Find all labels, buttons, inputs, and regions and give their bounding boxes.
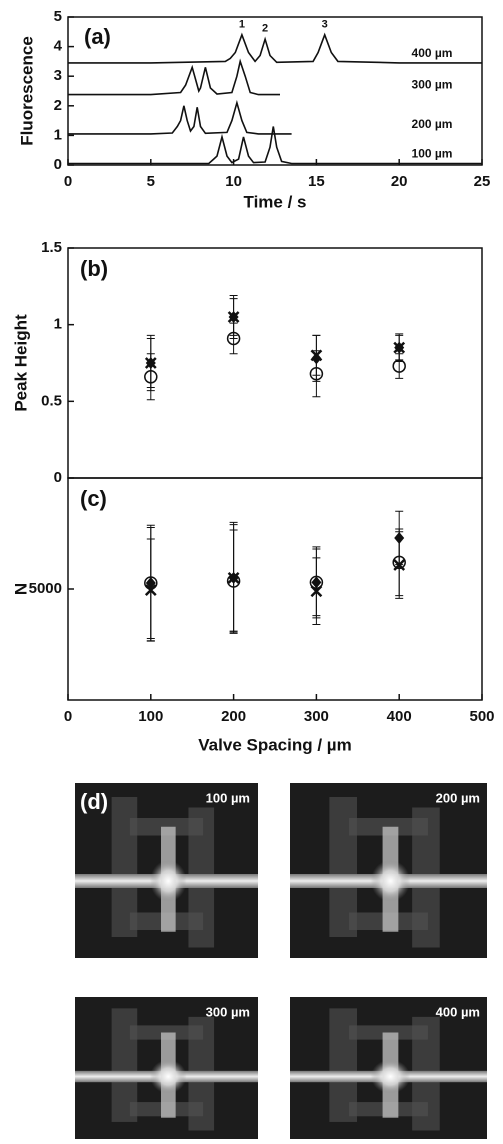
marker-circle <box>309 366 324 381</box>
x-tick-label: 400 <box>387 708 412 725</box>
y-axis-label: Peak Height <box>11 314 30 412</box>
series-label: 200 µm <box>412 117 453 131</box>
error-bar <box>312 350 321 398</box>
y-tick-label: 0 <box>54 156 62 173</box>
panel-label: (b) <box>80 256 108 281</box>
error-bar <box>395 528 404 597</box>
panel-label: (c) <box>80 486 107 511</box>
image-label: 400 µm <box>436 1004 480 1019</box>
image-panel: (d) 100 µm 200 µm 300 µm 400 µm <box>75 783 487 1139</box>
series-label: 100 µm <box>412 147 453 161</box>
marker-circle <box>392 555 406 570</box>
trace <box>68 32 482 64</box>
y-tick-label: 1 <box>54 126 62 143</box>
y-tick-label: 5000 <box>29 580 62 597</box>
error-bar <box>146 353 155 401</box>
marker-circle <box>309 575 324 590</box>
x-tick-label: 25 <box>474 173 491 190</box>
peak-label: 3 <box>322 18 328 30</box>
marker-circle <box>392 359 406 373</box>
trace <box>68 58 280 96</box>
image-label: 300 µm <box>206 1004 250 1019</box>
error-bar <box>229 322 238 355</box>
marker-circle <box>226 331 241 346</box>
y-tick-label: 1.5 <box>41 239 62 256</box>
marker-circle <box>144 576 158 590</box>
x-tick-label: 0 <box>64 708 72 725</box>
x-tick-label: 5 <box>147 173 155 190</box>
y-axis-label: N <box>11 583 30 595</box>
y-tick-label: 0 <box>54 469 62 486</box>
error-bar <box>395 353 404 379</box>
error-bar <box>146 524 155 642</box>
y-tick-label: 5 <box>54 8 62 25</box>
x-tick-label: 20 <box>391 173 408 190</box>
panel-label: (a) <box>84 24 111 49</box>
micrograph <box>290 783 487 958</box>
y-tick-label: 3 <box>54 67 62 84</box>
x-tick-label: 200 <box>221 708 246 725</box>
y-tick-label: 1 <box>54 316 62 333</box>
peak-label: 1 <box>239 18 245 30</box>
y-tick-label: 2 <box>54 97 62 114</box>
y-tick-label: 0.5 <box>41 392 62 409</box>
x-axis-label: Time / s <box>244 192 307 211</box>
panel-label: (d) <box>80 789 108 814</box>
image-label: 100 µm <box>206 790 250 805</box>
marker-cross <box>227 311 240 323</box>
trace <box>68 99 292 135</box>
x-tick-label: 15 <box>308 173 325 190</box>
series-label: 300 µm <box>412 78 453 92</box>
error-bar <box>229 529 238 633</box>
x-tick-label: 300 <box>304 708 329 725</box>
plot-frame <box>67 477 483 701</box>
x-tick-label: 500 <box>469 708 494 725</box>
plot-frame <box>67 16 483 166</box>
trace <box>68 126 482 165</box>
marker-circle <box>226 574 241 588</box>
y-axis-label: Fluorescence <box>17 36 36 146</box>
image-label: 200 µm <box>436 790 480 805</box>
marker-cross <box>393 341 406 354</box>
peak-label: 2 <box>262 23 268 35</box>
error-bar <box>312 548 321 617</box>
marker-circle <box>144 370 158 384</box>
x-tick-label: 0 <box>64 173 72 190</box>
x-axis-label: Valve Spacing / µm <box>198 735 351 754</box>
plot-frame <box>67 247 483 479</box>
x-tick-label: 10 <box>225 173 242 190</box>
x-tick-label: 100 <box>138 708 163 725</box>
series-label: 400 µm <box>412 46 453 60</box>
y-tick-label: 4 <box>54 38 63 55</box>
